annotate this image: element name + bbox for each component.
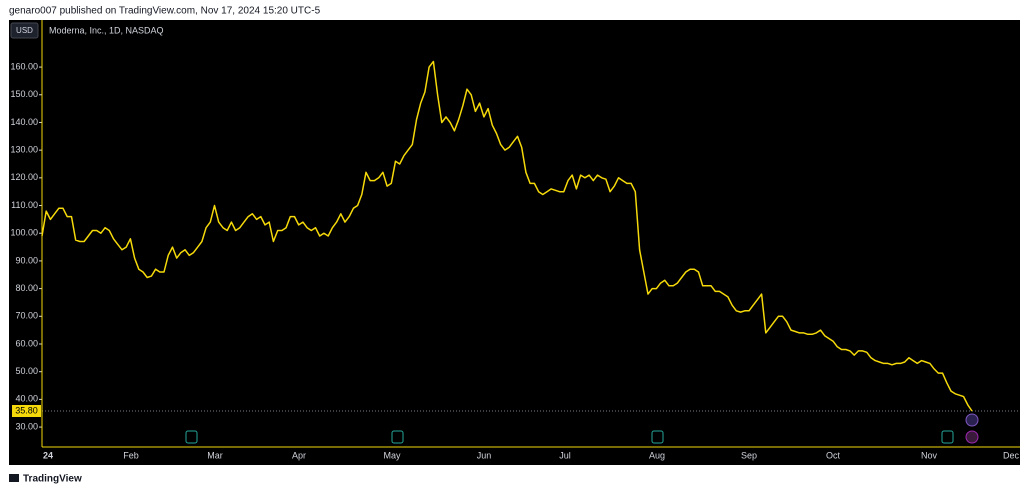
y-tick-label: 70.00 [15,311,38,321]
earnings-icon [651,430,664,444]
x-tick-label: 24 [43,450,53,460]
price-label-box [12,405,41,418]
y-tick-label: 110.00 [11,200,38,210]
currency-box [10,22,39,39]
event-icon [965,413,979,427]
y-tick-label: 40.00 [15,394,38,404]
chart-title: Moderna, Inc., 1D, NASDAQ [49,25,164,35]
y-tick-label: 140.00 [10,117,38,127]
x-tick-label: Jun [477,450,492,460]
y-tick-label: 120.00 [10,172,38,182]
x-tick-label: Oct [826,450,841,460]
y-tick-label: 80.00 [15,283,38,293]
x-tick-label: Aug [649,450,665,460]
x-tick-label: Apr [292,450,306,460]
footer: TradingView [23,474,82,485]
x-tick-label: Nov [921,450,938,460]
price-label: 35.80 [15,405,38,415]
earnings-icon [391,430,404,444]
y-tick-label: 160.00 [10,61,38,71]
event-icon [965,430,979,444]
logo-mark [9,474,19,482]
x-tick-label: Feb [123,450,139,460]
x-tick-label: Jul [559,450,571,460]
earnings-icon [941,430,954,444]
x-tick-label: Mar [207,450,223,460]
y-tick-label: 90.00 [15,255,38,265]
y-tick-label: 50.00 [15,366,38,376]
earnings-icons [185,413,979,444]
y-tick-label: 60.00 [15,338,38,348]
y-tick-label: 100.00 [10,228,38,238]
header: genaro007 published on TradingView.com, … [9,6,321,17]
price-line-series [41,60,973,412]
y-tick-label: 150.00 [10,89,38,99]
y-tick-label: 30.00 [15,421,38,431]
currency: USD [16,26,33,35]
x-tick-label: Dec [1003,450,1020,460]
chart-background [9,20,1020,465]
footer-logo: TradingView [9,474,82,485]
y-tick-label: 130.00 [10,145,38,155]
x-tick-label: May [383,450,401,460]
x-tick-label: Sep [741,450,757,460]
earnings-icon [185,430,198,444]
